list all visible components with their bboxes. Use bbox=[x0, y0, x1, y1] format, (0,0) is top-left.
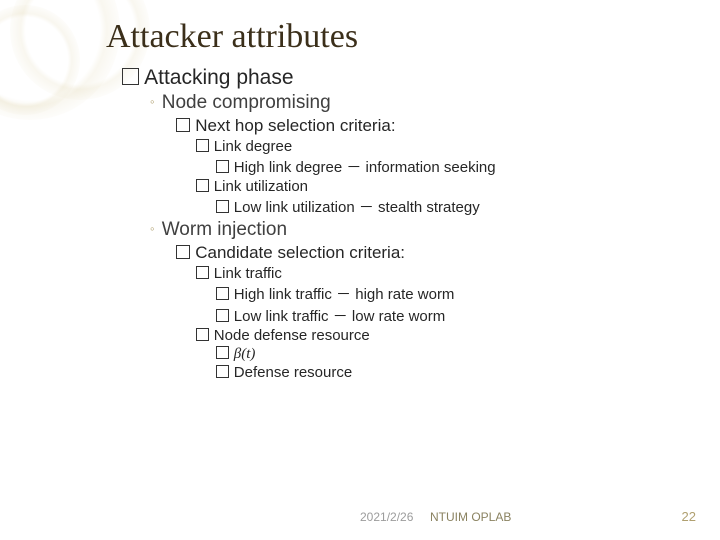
square-bullet-icon bbox=[176, 245, 190, 259]
level1-heading: Attacking phase bbox=[122, 66, 690, 90]
l4-text: Link degree bbox=[214, 138, 292, 155]
l4-text: Link utilization bbox=[214, 178, 308, 195]
square-bullet-icon bbox=[176, 118, 190, 132]
l5-text: High link degree － information seeking bbox=[234, 159, 496, 176]
l4-text: Link traffic bbox=[214, 265, 282, 282]
footer-page-number: 22 bbox=[682, 509, 696, 524]
level2-item: ◦ Worm injection bbox=[150, 219, 690, 241]
l5-text: Defense resource bbox=[234, 364, 352, 381]
l1-text: Attacking phase bbox=[144, 66, 293, 89]
square-bullet-icon bbox=[196, 328, 209, 341]
level4-item: Link utilization bbox=[196, 178, 690, 195]
level4-item: Link degree bbox=[196, 138, 690, 155]
slide-title: Attacker attributes bbox=[106, 18, 690, 56]
square-bullet-icon bbox=[216, 365, 229, 378]
l5-text: High link traffic － high rate worm bbox=[234, 286, 455, 303]
level5-item: β(t) bbox=[216, 345, 690, 363]
square-bullet-icon bbox=[216, 287, 229, 300]
level4-item: Node defense resource bbox=[196, 327, 690, 344]
level2-item: ◦ Node compromising bbox=[150, 92, 690, 114]
slide-body: Attacker attributes Attacking phase ◦ Nod… bbox=[0, 0, 720, 540]
level5-item: Low link traffic － low rate worm bbox=[216, 305, 690, 326]
square-bullet-icon bbox=[196, 266, 209, 279]
square-bullet-icon bbox=[122, 68, 139, 85]
square-bullet-icon bbox=[216, 200, 229, 213]
level5-item: High link degree － information seeking bbox=[216, 156, 690, 177]
level5-item: Low link utilization － stealth strategy bbox=[216, 196, 690, 217]
l5-text: Low link traffic － low rate worm bbox=[234, 308, 445, 325]
square-bullet-icon bbox=[216, 346, 229, 359]
level5-item: High link traffic － high rate worm bbox=[216, 283, 690, 304]
square-bullet-icon bbox=[196, 179, 209, 192]
square-bullet-icon bbox=[216, 309, 229, 322]
circle-bullet-icon: ◦ bbox=[150, 94, 155, 109]
l3-text: Candidate selection criteria: bbox=[195, 243, 405, 262]
level5-item: Defense resource bbox=[216, 364, 690, 381]
l5-text: β(t) bbox=[234, 346, 256, 362]
level3-item: Next hop selection criteria: bbox=[176, 116, 690, 136]
square-bullet-icon bbox=[216, 160, 229, 173]
footer-date: 2021/2/26 bbox=[360, 510, 413, 524]
square-bullet-icon bbox=[196, 139, 209, 152]
l2-text: Worm injection bbox=[162, 219, 287, 240]
circle-bullet-icon: ◦ bbox=[150, 221, 155, 236]
l5-text: Low link utilization － stealth strategy bbox=[234, 199, 480, 216]
level4-item: Link traffic bbox=[196, 265, 690, 282]
level3-item: Candidate selection criteria: bbox=[176, 243, 690, 263]
l2-text: Node compromising bbox=[162, 92, 331, 113]
l3-text: Next hop selection criteria: bbox=[195, 116, 395, 135]
footer-org: NTUIM OPLAB bbox=[430, 510, 511, 524]
l4-text: Node defense resource bbox=[214, 327, 370, 344]
